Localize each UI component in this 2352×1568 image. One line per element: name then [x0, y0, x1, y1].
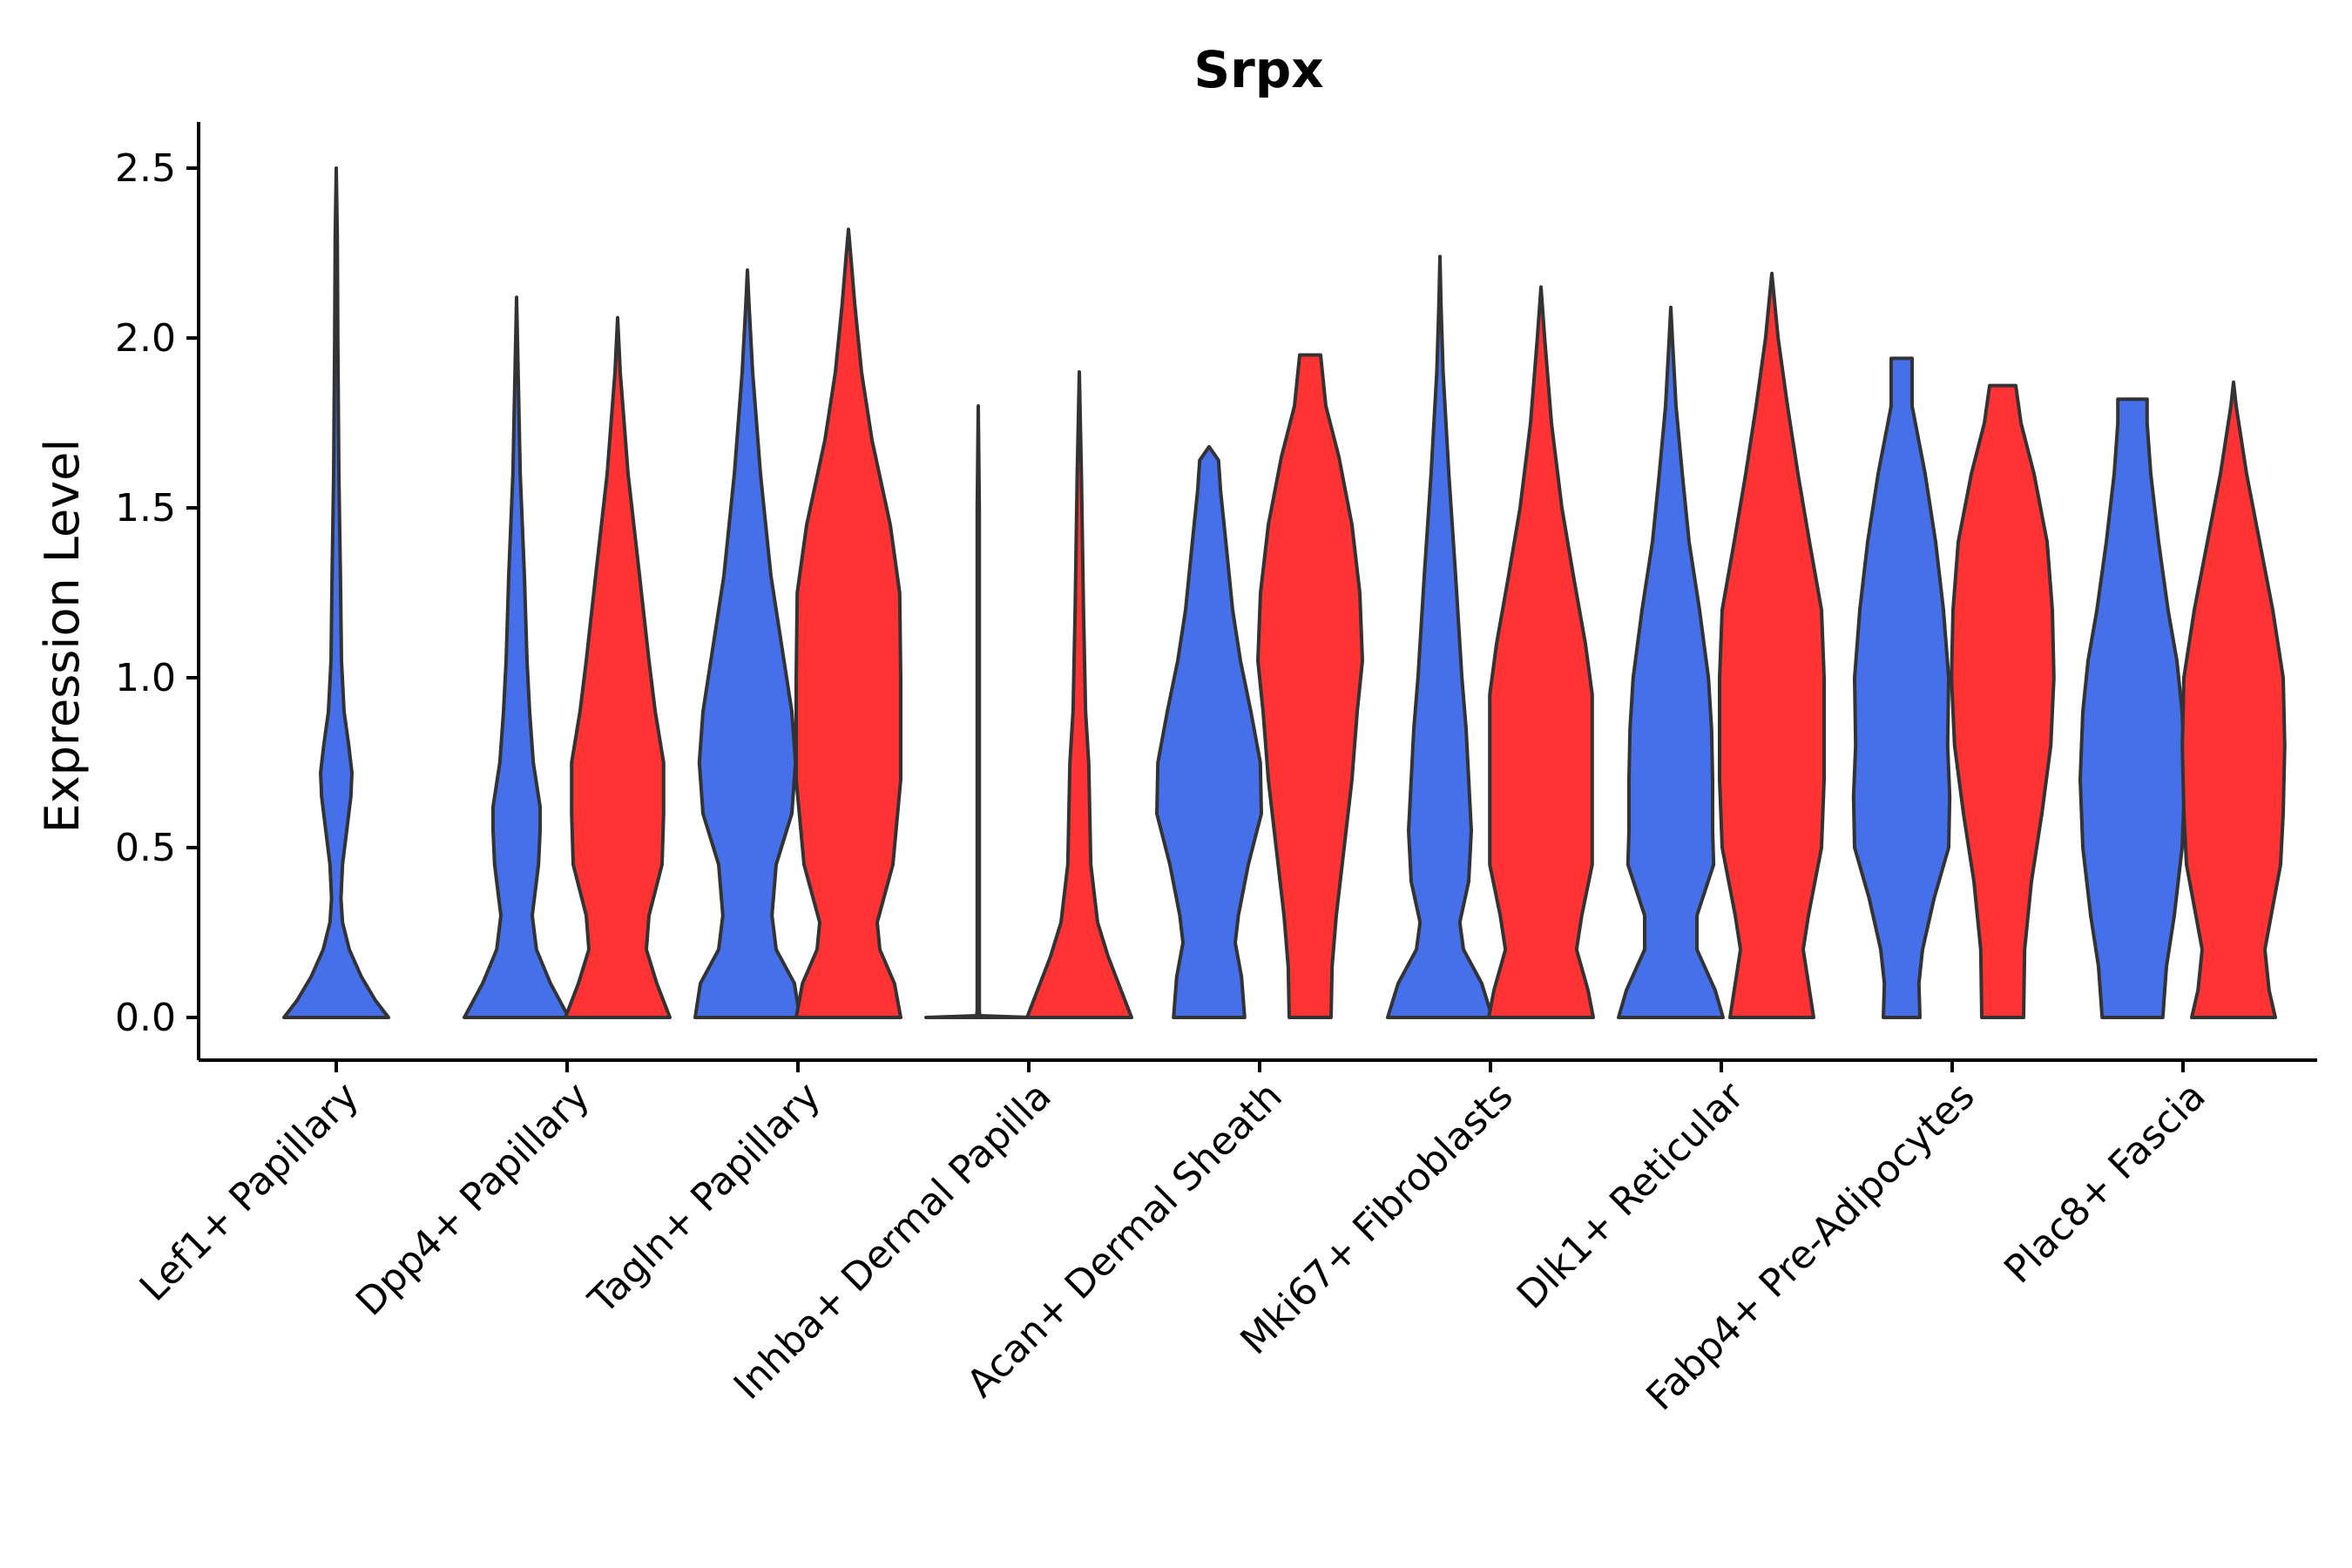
violin-blue-plac8-fascia: [2078, 397, 2186, 1019]
violin-red-dlk1-reticular: [1718, 271, 1826, 1019]
y-tick-label: 0.0: [115, 996, 176, 1040]
violin-blue-acan-dermal-sheath: [1155, 444, 1263, 1019]
x-tick-label: Tagln+ Papillary: [580, 1074, 829, 1323]
y-tick-label: 2.5: [115, 146, 176, 191]
violin-blue-inhba-dermal-papilla: [924, 404, 1032, 1019]
violin-red-acan-dermal-sheath: [1256, 353, 1364, 1019]
y-axis-title: Expression Level: [35, 439, 90, 834]
y-tick-label: 1.5: [115, 486, 176, 531]
violin-blue-dpp4-papillary: [463, 295, 571, 1019]
violin-blue-dlk1-reticular: [1617, 305, 1725, 1019]
y-tick-label: 1.0: [115, 656, 176, 700]
x-tick-label: Lef1+ Papillary: [132, 1074, 368, 1310]
violin-blue-fabp4-pre-adipocytes: [1851, 356, 1952, 1019]
violin-red-mki67-fibroblasts: [1487, 285, 1595, 1019]
x-tick-label: Dlk1+ Reticular: [1509, 1073, 1754, 1318]
x-tick-label: Dpp4+ Papillary: [348, 1074, 598, 1325]
violin-blue-mki67-fibroblasts: [1386, 254, 1494, 1019]
chart-title: Srpx: [1193, 40, 1323, 99]
x-tick-label: Plac8+ Fascia: [1996, 1074, 2214, 1293]
violin-blue-lef1-papillary: [282, 166, 390, 1019]
violin-red-tagln-papillary: [794, 227, 902, 1019]
violin-red-inhba-dermal-papilla: [1025, 370, 1133, 1019]
violin-red-plac8-fascia: [2180, 380, 2287, 1019]
y-tick-label: 0.5: [115, 826, 176, 870]
y-tick-label: 2.0: [115, 316, 176, 361]
violin-red-fabp4-pre-adipocytes: [1950, 383, 2056, 1019]
violin-blue-tagln-papillary: [693, 268, 801, 1019]
violin-red-dpp4-papillary: [564, 315, 672, 1019]
violin-layer: [282, 166, 2287, 1019]
